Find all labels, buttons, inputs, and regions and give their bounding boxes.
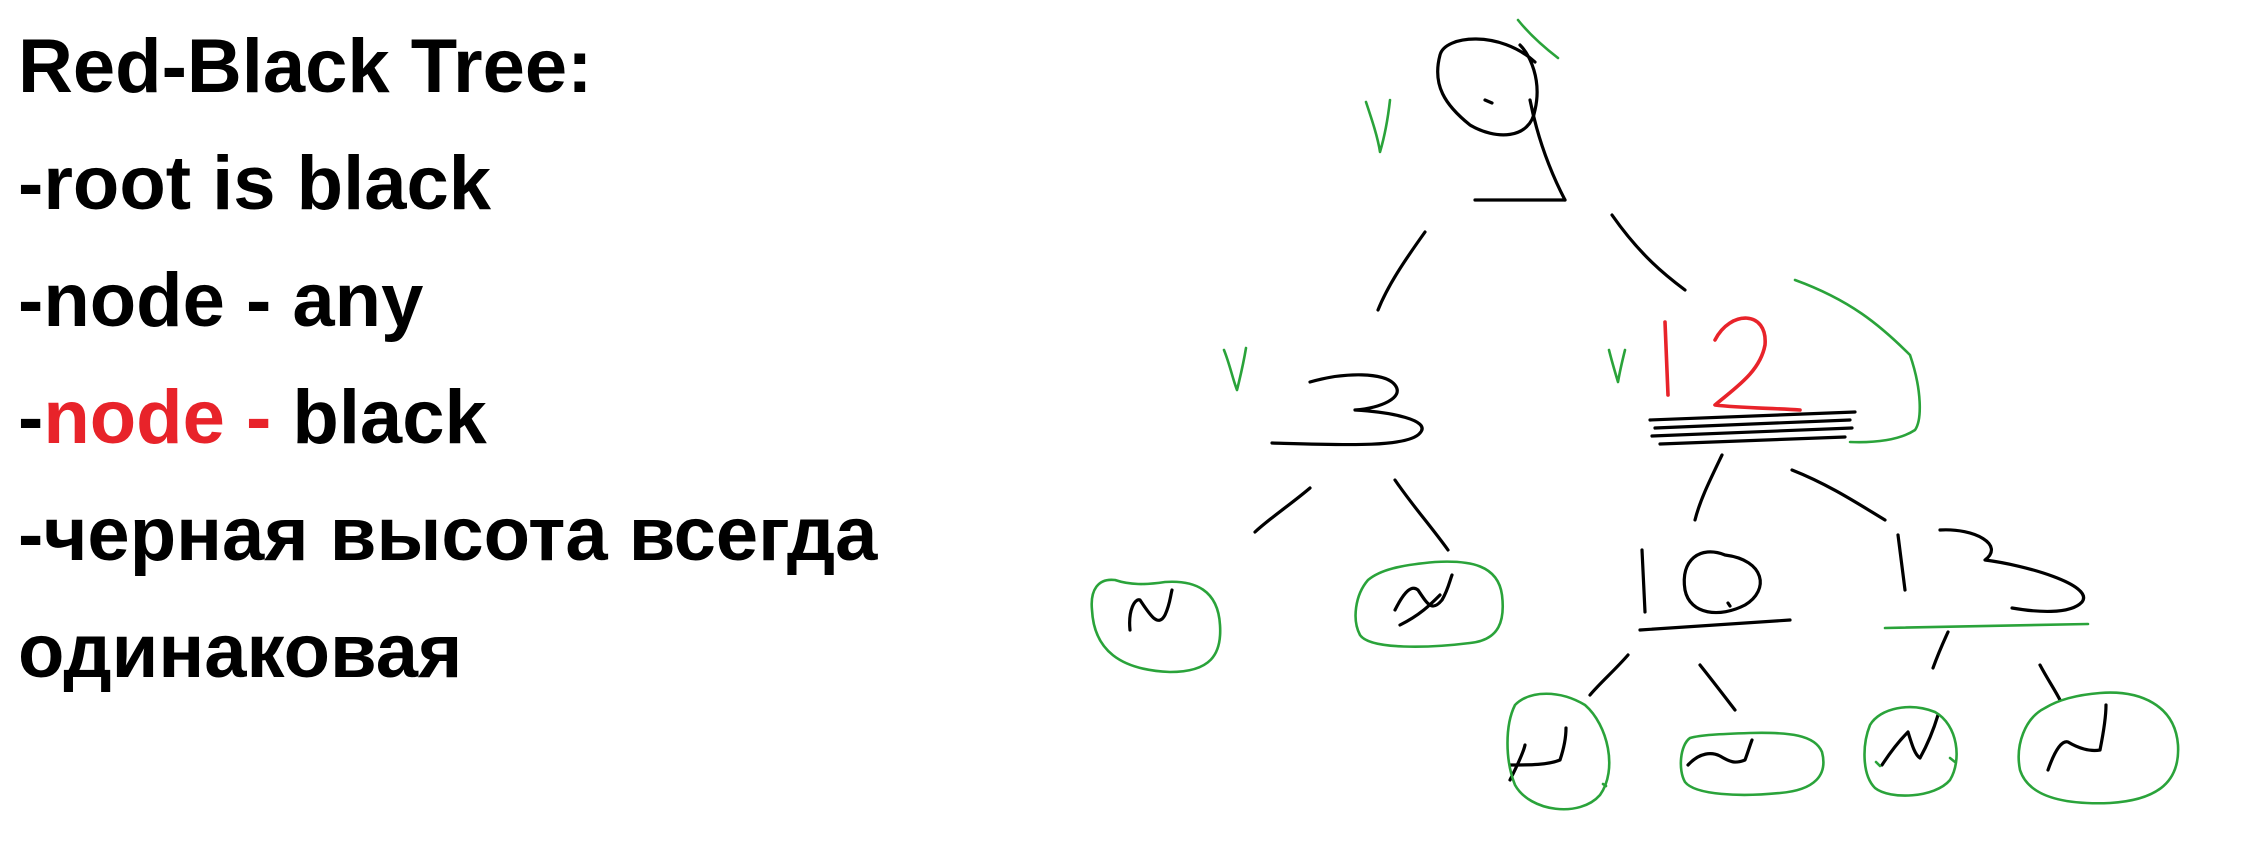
- edge-12-10: [1693, 453, 1724, 522]
- rule-black-height-1: -черная высота всегда: [18, 492, 878, 577]
- rules-text-block: Red-Black Tree: -root is black -node - a…: [18, 8, 877, 710]
- edge-13-leaf2: [2038, 663, 2062, 702]
- rule-black-height-2: одинаковая: [18, 609, 463, 694]
- node-3-handwritten: [1270, 373, 1424, 447]
- rule-root-black: -root is black: [18, 141, 491, 226]
- node-10-handwritten: [1638, 548, 1792, 632]
- leaf-circle-5: [1863, 705, 1958, 797]
- red-node-highlight: node -: [43, 375, 293, 460]
- leaf-circle-3: [1506, 692, 1611, 811]
- notes-title: Red-Black Tree:: [18, 24, 593, 109]
- leaf-n-3: [1508, 726, 1568, 782]
- edge-9-12: [1610, 213, 1687, 292]
- leaf-circle-2: [1354, 560, 1504, 648]
- leaf-circle-4: [1679, 731, 1825, 797]
- leaf-circle-1: [1090, 578, 1222, 674]
- leaf-n-4: [1686, 738, 1754, 767]
- leaf-n-5: [1880, 713, 1940, 767]
- edge-10-leaf2: [1698, 663, 1737, 712]
- leaf-n-1: [1128, 588, 1174, 632]
- edge-13-leaf1: [1931, 630, 1950, 670]
- leaf-n-2: [1393, 573, 1454, 627]
- edge-3-leftleaf: [1253, 486, 1312, 534]
- rule-node-any: -node - any: [18, 258, 424, 343]
- edge-10-leaf1: [1588, 653, 1630, 697]
- rule-red-node-black: -node - black: [18, 375, 487, 460]
- green-underline-13: [1883, 622, 2090, 630]
- edge-9-3: [1376, 230, 1427, 312]
- green-leaf-circles: [1090, 560, 2180, 811]
- node-13-handwritten: [1896, 528, 2086, 614]
- leaf-circle-ticks: [1601, 756, 1957, 788]
- node-12-handwritten: [1648, 316, 1857, 446]
- leaf-circle-6: [2017, 691, 2180, 805]
- edge-3-rightleaf: [1393, 478, 1450, 552]
- edge-12-13: [1790, 468, 1887, 522]
- node-9-handwritten: [1436, 37, 1567, 202]
- leaf-n-6: [2046, 703, 2108, 772]
- green-check-marks: [1222, 18, 1922, 444]
